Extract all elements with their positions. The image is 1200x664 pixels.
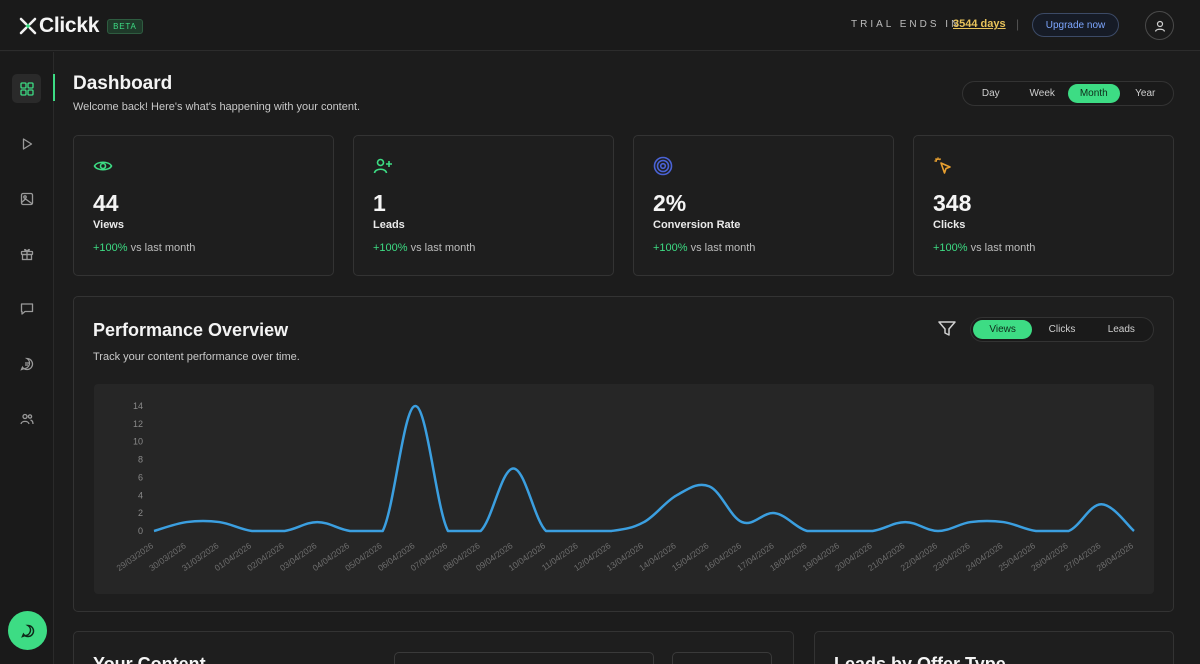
views-series-line [153,404,1135,533]
stat-card-views: 44 Views +100% vs last month [73,135,334,276]
stat-delta-value: +100% [93,242,128,254]
page-subtitle: Welcome back! Here's what's happening wi… [73,101,361,113]
tab-clicks[interactable]: Clicks [1048,324,1076,335]
performance-subtitle: Track your content performance over time… [93,351,300,363]
tab-day[interactable]: Day [981,88,1000,99]
clickk-logo-icon [19,17,37,35]
sidebar-item-images[interactable] [12,184,41,213]
stat-delta-suffix: vs last month [687,242,756,254]
stat-card-leads: 1 Leads +100% vs last month [353,135,614,276]
cursor-click-icon [934,157,951,174]
sidebar-item-messages[interactable] [12,294,41,323]
tab-views[interactable]: Views [973,320,1033,339]
y-tick-label: 14 [133,401,143,411]
stat-delta-suffix: vs last month [127,242,196,254]
message-square-icon [20,302,33,315]
stat-card-clicks: 348 Clicks +100% vs last month [913,135,1174,276]
filter-icon[interactable] [938,321,956,337]
stat-label: Views [93,219,124,231]
stat-delta-value: +100% [653,242,688,254]
stat-delta: +100% vs last month [93,242,195,254]
leads-by-offer-title: Leads by Offer Type [834,654,1006,664]
user-plus-icon [373,158,392,174]
stat-delta-value: +100% [373,242,408,254]
users-icon [19,413,34,424]
y-tick-label: 10 [133,437,143,447]
play-icon [22,137,32,150]
user-avatar-button[interactable] [1145,11,1174,40]
y-tick-label: 0 [138,526,143,536]
sidebar-item-videos[interactable] [12,129,41,158]
y-tick-label: 2 [138,508,143,518]
user-icon [1154,20,1165,32]
brand-logo[interactable]: Clickk BETA [18,14,143,38]
sidebar [0,52,55,664]
date-range-tabs: Day Week Month Year [962,81,1174,106]
stat-label: Leads [373,219,405,231]
stat-delta-value: +100% [933,242,968,254]
sidebar-item-dashboard[interactable] [12,74,41,103]
leads-by-offer-panel: Leads by Offer Type [814,631,1174,664]
stat-delta-suffix: vs last month [407,242,476,254]
content-search-input[interactable] [394,652,654,664]
eye-icon [93,161,113,171]
y-tick-label: 12 [133,419,143,429]
gift-icon [20,248,33,260]
stat-value: 44 [93,190,119,216]
your-content-panel: Your Content [73,631,794,664]
brand-name: Clickk [39,14,100,37]
beta-badge: BETA [107,18,143,34]
performance-overview-panel: Performance Overview Track your content … [73,296,1174,612]
stat-label: Conversion Rate [653,219,741,231]
trial-label: TRIAL ENDS IN [851,19,962,30]
chat-icon [20,624,34,638]
performance-title: Performance Overview [93,320,289,340]
trial-days-link[interactable]: 3544 days [953,18,1006,30]
tab-month[interactable]: Month [1068,84,1120,103]
top-bar: Clickk BETA TRIAL ENDS IN 3544 days | Up… [0,0,1200,51]
sidebar-item-chat[interactable] [12,349,41,378]
image-icon [20,192,33,205]
sidebar-item-users[interactable] [12,404,41,433]
y-tick-label: 6 [138,472,143,482]
y-tick-label: 4 [138,490,143,500]
x-tick-label: 28/04/2026 [1095,540,1136,573]
topbar-divider: | [1016,17,1020,31]
stat-value: 2% [653,190,687,216]
upgrade-button[interactable]: Upgrade now [1032,13,1119,37]
performance-chart: 0 2 4 6 8 10 12 14 29/03/2026 30/03/2026 31/03/202… [94,384,1154,594]
message-circle-icon [19,357,33,371]
stat-label: Clicks [933,219,966,231]
stat-delta-suffix: vs last month [967,242,1036,254]
tab-year[interactable]: Year [1135,88,1156,99]
page-title: Dashboard [73,73,173,94]
metric-tabs: Views Clicks Leads [970,317,1154,342]
tab-leads[interactable]: Leads [1107,324,1135,335]
sidebar-item-offers[interactable] [12,239,41,268]
stat-value: 348 [933,190,972,216]
sidebar-active-indicator [53,74,55,101]
target-icon [653,156,673,176]
stat-delta: +100% vs last month [933,242,1035,254]
stat-delta: +100% vs last month [373,242,475,254]
dashboard-grid-icon [19,81,34,96]
content-filter-select[interactable] [672,652,772,664]
performance-line-chart: 0246810121429/03/202630/03/202631/03/202… [115,401,1136,573]
your-content-title: Your Content [93,654,206,664]
stat-value: 1 [373,190,386,216]
y-tick-label: 8 [138,455,143,465]
chat-fab-button[interactable] [8,611,47,650]
stat-delta: +100% vs last month [653,242,755,254]
stat-card-conversion: 2% Conversion Rate +100% vs last month [633,135,894,276]
tab-week[interactable]: Week [1029,88,1055,99]
